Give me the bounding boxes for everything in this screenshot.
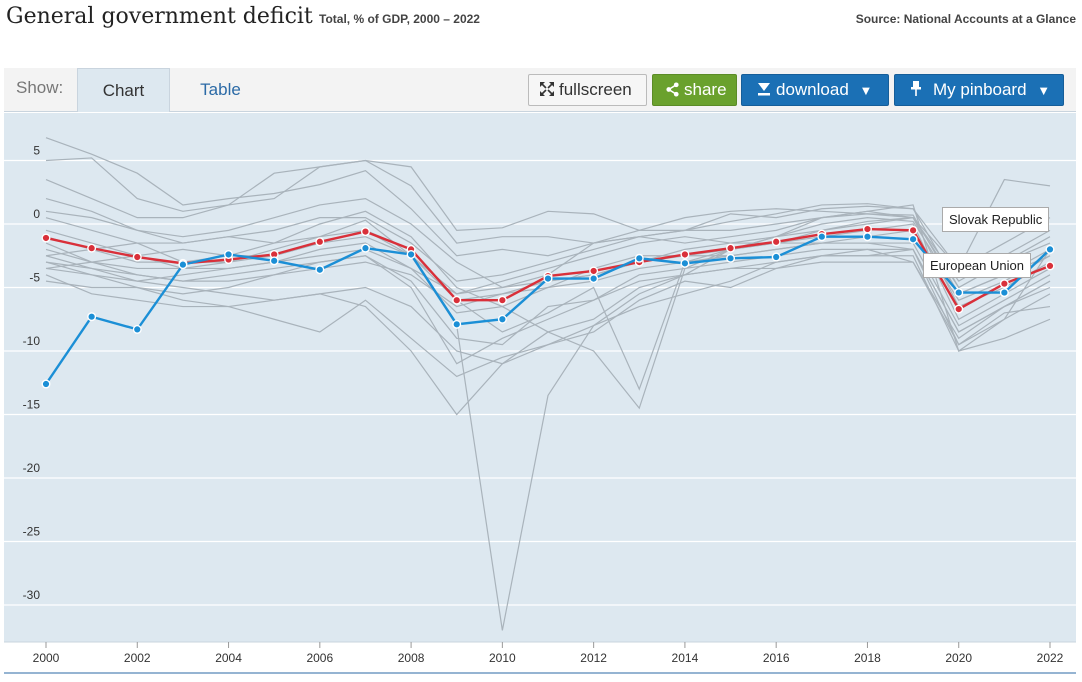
data-point-european-union (771, 237, 781, 247)
data-point-slovak-republic (497, 314, 507, 324)
data-point-slovak-republic (224, 249, 234, 259)
data-point-european-union (862, 224, 872, 234)
y-tick-label: 5 (33, 144, 40, 158)
tab-chart[interactable]: Chart (77, 68, 170, 112)
data-point-european-union (1045, 261, 1055, 271)
data-point-slovak-republic (817, 232, 827, 242)
y-tick-label: -20 (23, 461, 41, 475)
data-point-european-union (41, 233, 51, 243)
data-point-slovak-republic (360, 243, 370, 253)
data-point-slovak-republic (862, 232, 872, 242)
background-series-line (45, 242, 1051, 333)
x-tick-label: 2012 (580, 651, 607, 665)
x-tick-label: 2004 (215, 651, 242, 665)
data-point-european-union (908, 225, 918, 235)
y-tick-label: -5 (29, 271, 40, 285)
data-point-european-union (360, 227, 370, 237)
chart-header: General government deficit Total, % of G… (0, 0, 1082, 40)
data-point-european-union (132, 252, 142, 262)
download-button[interactable]: download ▼ (741, 74, 889, 106)
data-point-slovak-republic (132, 324, 142, 334)
x-tick-label: 2016 (763, 651, 790, 665)
annotation-slovak-republic: Slovak Republic (942, 207, 1050, 232)
pin-icon (909, 75, 923, 105)
x-tick-label: 2010 (489, 651, 516, 665)
y-tick-label: -10 (23, 334, 41, 348)
data-point-slovak-republic (726, 253, 736, 263)
x-tick-label: 2000 (33, 651, 60, 665)
data-point-european-union (954, 304, 964, 314)
tab-table[interactable]: Table (200, 80, 241, 99)
data-point-european-union (87, 243, 97, 253)
data-point-european-union (315, 237, 325, 247)
background-series-line (45, 137, 1051, 270)
data-point-slovak-republic (634, 253, 644, 263)
y-tick-label: 0 (33, 207, 40, 221)
share-button[interactable]: share (652, 74, 737, 106)
background-series-line (45, 159, 1051, 270)
background-series-line (45, 242, 1051, 365)
x-tick-label: 2022 (1037, 651, 1064, 665)
download-label: download (776, 80, 849, 99)
chart-toolbar: Show: Chart Table fullscreen share downl… (4, 68, 1076, 112)
pinboard-label: My pinboard (933, 80, 1027, 99)
fullscreen-button[interactable]: fullscreen (528, 74, 647, 106)
x-tick-label: 2002 (124, 651, 151, 665)
data-point-slovak-republic (178, 260, 188, 270)
data-point-european-union (589, 266, 599, 276)
data-point-slovak-republic (771, 252, 781, 262)
data-point-european-union (497, 295, 507, 305)
background-series-line (45, 217, 1051, 301)
share-label: share (684, 80, 727, 99)
x-axis-band (4, 642, 1076, 682)
caret-down-icon: ▼ (859, 83, 873, 98)
chart-area: 5 0 -5 -10 -15 -20 -25 -30 2000 2002 2004 2006 2008 2… (4, 113, 1076, 682)
annotation-european-union: European Union (923, 253, 1031, 278)
data-point-slovak-republic (452, 319, 462, 329)
caret-down-icon: ▼ (1037, 83, 1051, 98)
x-tick-label: 2020 (945, 651, 972, 665)
pinboard-button[interactable]: My pinboard ▼ (894, 74, 1064, 106)
background-series-line (45, 213, 1051, 295)
x-tick-label: 2006 (306, 651, 333, 665)
y-tick-label: -15 (23, 398, 41, 412)
data-point-european-union (999, 279, 1009, 289)
x-tick-label: 2018 (854, 651, 881, 665)
expand-icon (539, 75, 555, 105)
data-point-european-union (726, 243, 736, 253)
background-series-line (45, 157, 1051, 289)
data-point-european-union (680, 249, 690, 259)
download-icon (756, 75, 772, 105)
page-subtitle: Total, % of GDP, 2000 – 2022 (319, 12, 480, 26)
data-point-slovak-republic (406, 249, 416, 259)
show-label: Show: (16, 78, 64, 97)
y-tick-label: -25 (23, 525, 41, 539)
x-tick-label: 2008 (398, 651, 425, 665)
background-series-line (45, 217, 1051, 631)
data-point-slovak-republic (315, 265, 325, 275)
data-point-slovak-republic (954, 288, 964, 298)
fullscreen-label: fullscreen (559, 80, 632, 99)
data-point-slovak-republic (908, 234, 918, 244)
data-point-slovak-republic (999, 288, 1009, 298)
source-note: Source: National Accounts at a Glance (855, 12, 1076, 26)
y-tick-label: -30 (23, 588, 41, 602)
background-series-line (45, 248, 1051, 346)
data-point-slovak-republic (543, 274, 553, 284)
page-title: General government deficit (6, 4, 313, 29)
data-point-slovak-republic (680, 258, 690, 268)
data-point-slovak-republic (269, 256, 279, 266)
data-point-slovak-republic (41, 379, 51, 389)
line-chart: 5 0 -5 -10 -15 -20 -25 -30 2000 2002 2004 2006 2008 2… (4, 137, 1076, 682)
data-point-slovak-republic (1045, 244, 1055, 254)
share-icon (665, 75, 680, 105)
data-point-slovak-republic (87, 312, 97, 322)
background-series-line (45, 261, 1051, 378)
data-point-european-union (452, 295, 462, 305)
data-point-slovak-republic (589, 274, 599, 284)
x-tick-label: 2014 (672, 651, 699, 665)
